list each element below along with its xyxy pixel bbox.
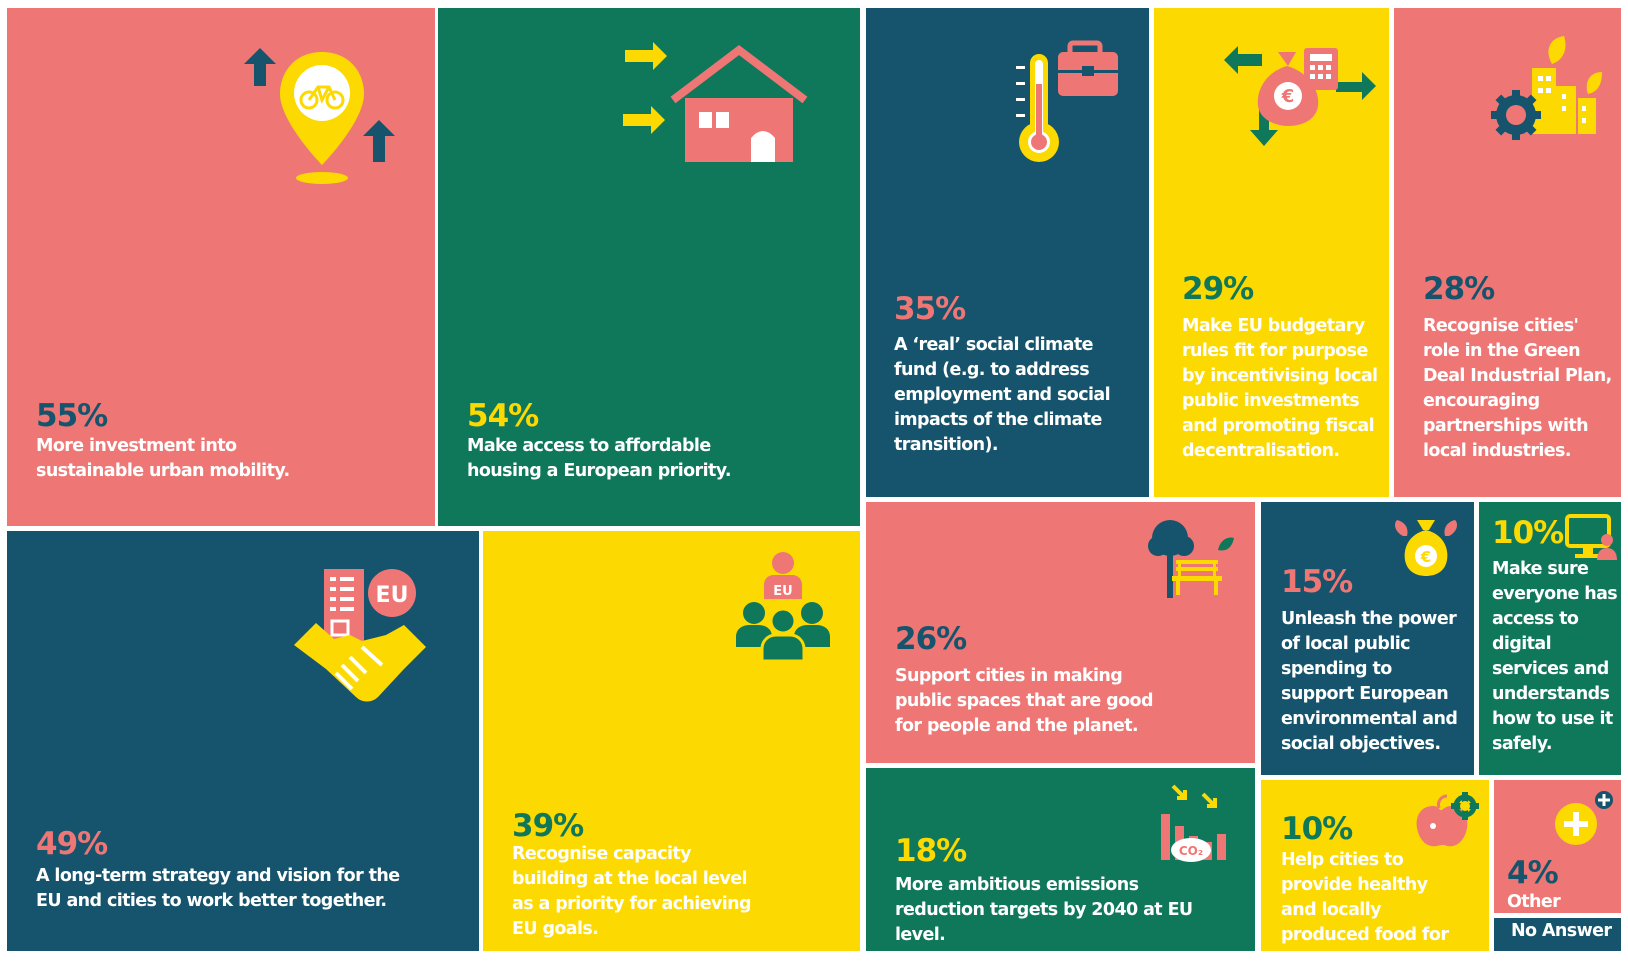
gear-factory-icon (1491, 36, 1602, 140)
svg-text:EU: EU (376, 583, 409, 608)
apple-gear-icon (1416, 792, 1479, 847)
tile-emissions: CO₂ 18% More ambitious emissions reducti… (866, 768, 1255, 951)
svg-text:EU: EU (773, 584, 792, 599)
tile-mobility: 55% More investment into sustainable urb… (7, 8, 435, 526)
computer-person-icon (1565, 514, 1617, 560)
tile-strategy: EU 49% A long-term strategy and vision f… (7, 531, 479, 951)
plus-circle-icon (1555, 791, 1613, 845)
euro-bag-icon: € (1395, 520, 1457, 576)
tile-climate-fund-value: 35% (894, 291, 966, 327)
tile-strategy-label: A long-term strategy and vision for the … (36, 866, 400, 911)
tile-no-answer-label: No Answer (1511, 921, 1612, 941)
money-bag-calculator-icon: € (1224, 46, 1376, 146)
tile-no-answer: No Answer (1494, 918, 1621, 951)
tile-other-label: Other (1507, 892, 1561, 912)
tile-housing-label: Make access to affordable housing a Euro… (467, 436, 732, 481)
tile-public-spaces-label: Support cities in making public spaces t… (895, 666, 1153, 736)
tile-capacity: EU 39% Recognise capacity building at th… (483, 531, 860, 951)
tile-food-value: 10% (1281, 811, 1353, 847)
tile-green-deal: 28% Recognise cities' role in the Green … (1394, 8, 1621, 497)
tile-climate-fund: 35% A ‘real’ social climate fund (e.g. t… (866, 8, 1149, 497)
tile-strategy-value: 49% (36, 826, 108, 862)
tile-climate-fund-label: A ‘real’ social climate fund (e.g. to ad… (894, 335, 1111, 455)
svg-text:CO₂: CO₂ (1179, 844, 1203, 858)
tile-capacity-label: Recognise capacity building at the local… (512, 844, 752, 939)
tile-emissions-label: More ambitious emissions reduction targe… (895, 875, 1193, 945)
tile-other: 4% Other (1494, 780, 1621, 913)
tile-budget-rules-value: 29% (1182, 271, 1254, 307)
tile-public-spaces-value: 26% (895, 621, 967, 657)
svg-text:€: € (1420, 548, 1431, 566)
house-icon (623, 42, 808, 162)
tile-housing-value: 54% (467, 398, 539, 434)
tile-public-spending: € 15% Unleash the power of local public … (1261, 502, 1474, 775)
tile-mobility-label: More investment into sustainable urban m… (36, 436, 290, 481)
tile-housing: 54% Make access to affordable housing a … (438, 8, 860, 526)
tile-public-spaces: 26% Support cities in making public spac… (866, 502, 1255, 763)
tile-food: 10% Help cities to provide healthy and l… (1261, 780, 1489, 970)
tile-budget-rules: € 29% Make EU budgetary rules fit for pu… (1154, 8, 1389, 497)
svg-text:€: € (1281, 86, 1295, 107)
co2-chart-icon: CO₂ (1161, 784, 1226, 862)
tile-green-deal-value: 28% (1423, 271, 1495, 307)
thermometer-briefcase-icon (1016, 40, 1118, 162)
eu-people-group-icon: EU (736, 552, 830, 663)
tile-digital: 10% Make sure everyone has access to dig… (1479, 502, 1621, 775)
tile-other-value: 4% (1507, 855, 1559, 891)
tile-emissions-value: 18% (895, 833, 967, 869)
tile-capacity-value: 39% (512, 808, 584, 844)
tile-digital-label: Make sure everyone has access to digital… (1492, 559, 1618, 754)
tile-food-label: Help cities to provide healthy and local… (1281, 850, 1449, 970)
tree-bench-icon (1148, 520, 1234, 598)
tile-public-spending-label: Unleash the power of local public spendi… (1281, 609, 1458, 754)
handshake-eu-icon: EU (294, 569, 426, 702)
bicycle-location-pin-icon (244, 48, 395, 184)
tile-green-deal-label: Recognise cities' role in the Green Deal… (1423, 316, 1612, 461)
tile-public-spending-value: 15% (1281, 564, 1353, 600)
tile-mobility-value: 55% (36, 398, 108, 434)
tile-digital-value: 10% (1492, 515, 1564, 551)
tile-budget-rules-label: Make EU budgetary rules fit for purpose … (1182, 316, 1378, 461)
